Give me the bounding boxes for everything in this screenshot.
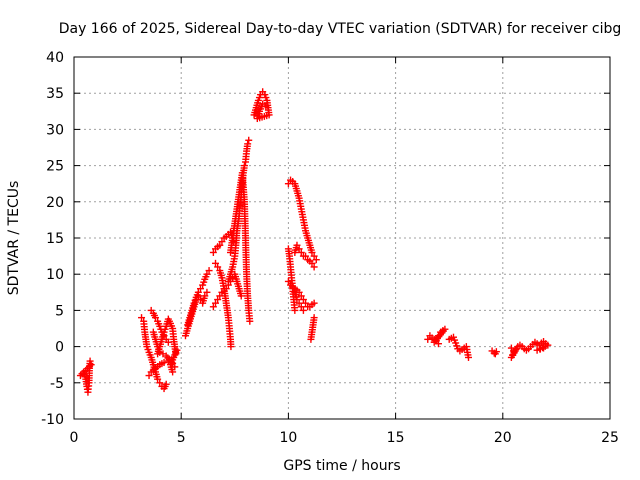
data-point bbox=[216, 292, 224, 300]
data-point bbox=[312, 256, 320, 264]
data-point bbox=[284, 180, 292, 188]
data-point bbox=[162, 380, 170, 388]
data-point bbox=[216, 241, 224, 249]
data-point bbox=[212, 259, 220, 267]
data-point bbox=[205, 267, 213, 275]
y-tick-label: -5 bbox=[50, 376, 64, 392]
y-tick-label: 20 bbox=[46, 195, 64, 211]
y-tick-label: -10 bbox=[41, 412, 64, 428]
data-point bbox=[540, 344, 548, 352]
data-point bbox=[237, 292, 245, 300]
data-point bbox=[203, 270, 211, 278]
y-tick-label: 30 bbox=[46, 122, 64, 138]
data-point bbox=[222, 285, 230, 293]
data-point bbox=[169, 368, 177, 376]
chart-title: Day 166 of 2025, Sidereal Day-to-day VTE… bbox=[59, 21, 622, 37]
data-point bbox=[491, 350, 499, 358]
data-point bbox=[434, 340, 442, 348]
data-point bbox=[245, 136, 253, 144]
y-axis-label: SDTVAR / TECUs bbox=[6, 181, 22, 296]
y-tick-labels: -10 -5 0 5 10 15 20 25 30 35 40 bbox=[41, 50, 64, 428]
data-point bbox=[145, 372, 153, 380]
data-point bbox=[297, 248, 305, 256]
y-tick-label: 40 bbox=[46, 50, 64, 66]
data-point bbox=[82, 366, 90, 374]
y-tick-label: 15 bbox=[46, 231, 64, 247]
data-point bbox=[262, 102, 270, 110]
x-tick-label: 10 bbox=[279, 430, 297, 446]
x-tick-label: 20 bbox=[494, 430, 512, 446]
data-point bbox=[310, 263, 318, 271]
x-tick-label: 25 bbox=[601, 430, 619, 446]
data-point bbox=[218, 288, 226, 296]
x-tick-label: 15 bbox=[387, 430, 405, 446]
data-point bbox=[138, 314, 146, 322]
x-tick-label: 5 bbox=[177, 430, 186, 446]
data-point bbox=[297, 292, 305, 300]
data-point bbox=[201, 292, 209, 300]
data-point bbox=[299, 296, 307, 304]
axis-ticks bbox=[73, 56, 611, 420]
y-tick-label: 35 bbox=[46, 86, 64, 102]
data-point bbox=[218, 238, 226, 246]
data-point bbox=[295, 245, 303, 253]
data-point bbox=[302, 252, 310, 260]
data-point bbox=[209, 248, 217, 256]
data-point bbox=[302, 299, 310, 307]
data-point bbox=[464, 353, 472, 361]
data-point bbox=[308, 248, 316, 256]
data-point bbox=[214, 263, 222, 271]
y-tick-label: 5 bbox=[55, 303, 64, 319]
data-point bbox=[194, 292, 202, 300]
data-point bbox=[240, 162, 248, 170]
data-point bbox=[293, 296, 301, 304]
data-point bbox=[151, 314, 159, 322]
y-tick-label: 0 bbox=[55, 340, 64, 356]
data-point bbox=[86, 357, 94, 365]
x-tick-label: 0 bbox=[70, 430, 79, 446]
data-point bbox=[295, 299, 303, 307]
data-point bbox=[244, 140, 252, 148]
data-point bbox=[308, 259, 316, 267]
data-point bbox=[160, 359, 168, 367]
x-tick-labels: 0 5 10 15 20 25 bbox=[70, 430, 619, 446]
data-point bbox=[533, 346, 541, 354]
data-point bbox=[310, 252, 318, 260]
data-point bbox=[536, 345, 544, 353]
data-point bbox=[214, 296, 222, 304]
data-point bbox=[227, 343, 235, 351]
x-axis-label: GPS time / hours bbox=[283, 458, 400, 474]
data-point bbox=[291, 306, 299, 314]
data-point bbox=[310, 299, 318, 307]
data-point bbox=[297, 303, 305, 311]
data-point bbox=[299, 306, 307, 314]
data-point bbox=[430, 338, 438, 346]
data-point bbox=[154, 375, 162, 383]
y-tick-label: 25 bbox=[46, 159, 64, 175]
data-point bbox=[310, 314, 318, 322]
data-point bbox=[156, 379, 164, 387]
data-point bbox=[209, 303, 217, 311]
data-point bbox=[196, 285, 204, 293]
data-point bbox=[284, 277, 292, 285]
data-point bbox=[293, 241, 301, 249]
data-points bbox=[76, 88, 552, 396]
data-point bbox=[203, 288, 211, 296]
data-point bbox=[246, 317, 254, 325]
data-point bbox=[212, 299, 220, 307]
data-point bbox=[424, 335, 432, 343]
y-tick-label: 10 bbox=[46, 267, 64, 283]
